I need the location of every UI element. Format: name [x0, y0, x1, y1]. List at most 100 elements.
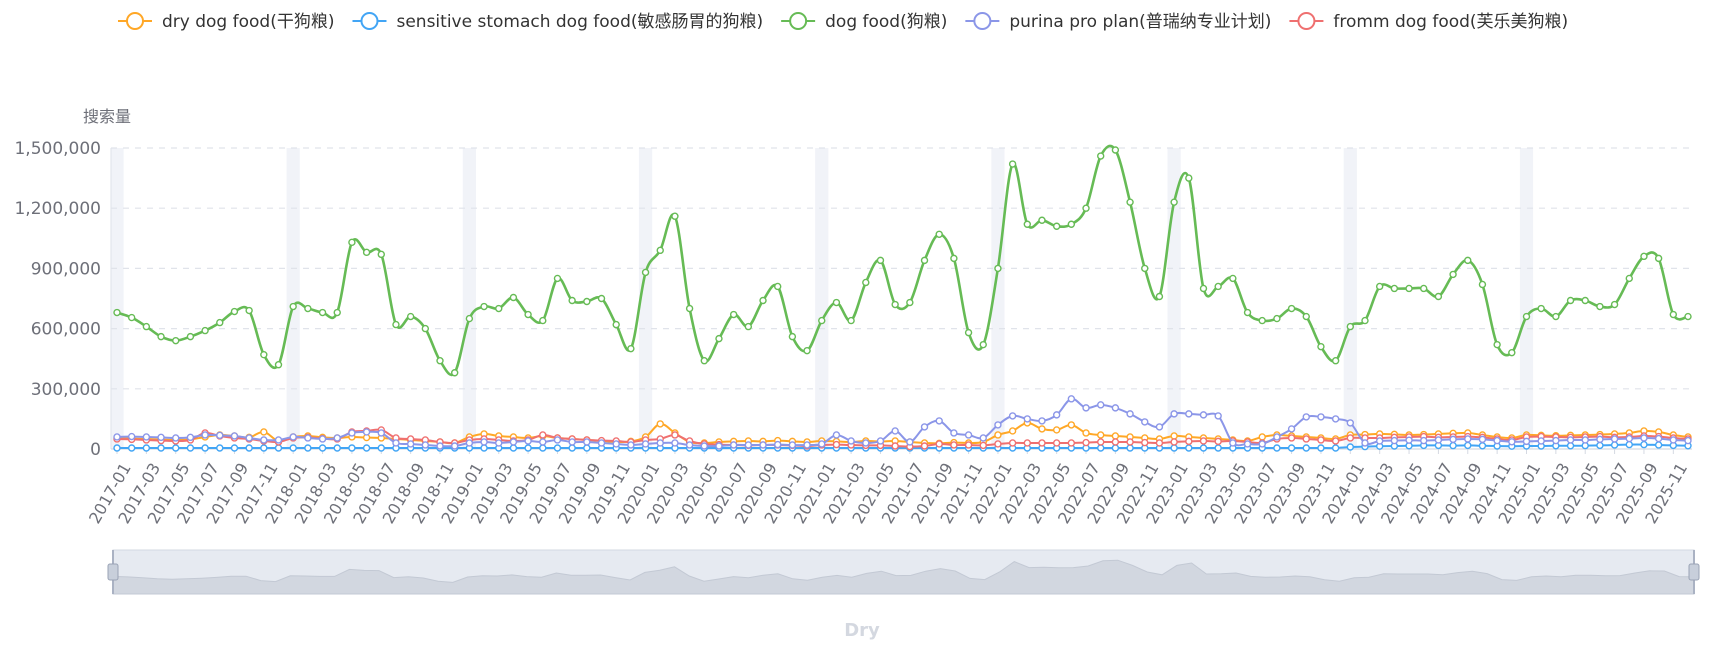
data-point[interactable] [1008, 412, 1017, 420]
data-point[interactable] [480, 438, 488, 446]
data-point[interactable] [421, 441, 430, 449]
data-point[interactable] [172, 444, 180, 452]
data-point[interactable] [157, 433, 165, 442]
data-point[interactable] [1552, 436, 1560, 445]
data-point[interactable] [406, 312, 415, 321]
data-point[interactable] [230, 432, 239, 440]
data-point[interactable] [1214, 282, 1222, 291]
data-point[interactable] [157, 332, 165, 341]
data-point[interactable] [465, 439, 474, 447]
data-point[interactable] [172, 434, 180, 442]
data-point[interactable] [920, 442, 929, 450]
data-point[interactable] [274, 436, 283, 444]
data-point[interactable] [994, 264, 1002, 273]
data-point[interactable] [847, 316, 855, 325]
data-point[interactable] [1375, 437, 1384, 445]
data-point[interactable] [1023, 439, 1031, 447]
data-point[interactable] [774, 282, 782, 291]
data-point[interactable] [377, 444, 385, 452]
data-point[interactable] [1684, 312, 1692, 321]
data-point[interactable] [583, 297, 591, 306]
data-point[interactable] [818, 316, 826, 325]
data-point[interactable] [1596, 441, 1604, 450]
data-point[interactable] [1111, 444, 1120, 452]
data-point[interactable] [1052, 439, 1061, 447]
data-point[interactable] [964, 431, 973, 439]
data-point[interactable] [656, 439, 664, 447]
data-point[interactable] [539, 316, 547, 325]
data-point[interactable] [1170, 198, 1178, 206]
data-point[interactable] [186, 332, 195, 341]
data-point[interactable] [788, 332, 797, 341]
data-point[interactable] [1596, 302, 1604, 311]
data-point[interactable] [348, 444, 356, 452]
data-point[interactable] [1302, 444, 1310, 452]
data-point[interactable] [1258, 316, 1266, 325]
data-point[interactable] [1317, 342, 1325, 351]
data-point[interactable] [744, 322, 753, 331]
data-point[interactable] [1420, 284, 1428, 293]
data-zoom-slider[interactable] [107, 549, 1700, 595]
data-point[interactable] [1008, 160, 1017, 168]
data-point[interactable] [1067, 421, 1076, 429]
data-point[interactable] [1008, 439, 1017, 447]
data-point[interactable] [186, 444, 195, 452]
data-point[interactable] [1331, 444, 1340, 452]
data-point[interactable] [1552, 312, 1560, 321]
data-point[interactable] [1008, 427, 1017, 435]
data-point[interactable] [1155, 439, 1164, 447]
data-point[interactable] [1361, 439, 1369, 447]
data-point[interactable] [1023, 220, 1031, 228]
data-point[interactable] [1097, 401, 1105, 409]
data-point[interactable] [230, 444, 239, 452]
data-point[interactable] [142, 433, 151, 441]
data-point[interactable] [1155, 423, 1164, 431]
data-point[interactable] [524, 310, 532, 319]
data-point[interactable] [1097, 152, 1105, 160]
data-point[interactable] [1097, 438, 1105, 446]
data-point[interactable] [1420, 436, 1428, 445]
data-point[interactable] [1390, 284, 1399, 293]
data-point[interactable] [1610, 441, 1619, 449]
data-point[interactable] [671, 212, 679, 220]
data-point[interactable] [1566, 296, 1575, 305]
data-point[interactable] [1331, 415, 1340, 423]
data-point[interactable] [1640, 440, 1648, 449]
data-point[interactable] [480, 444, 488, 452]
data-point[interactable] [994, 440, 1002, 448]
data-point[interactable] [1038, 439, 1046, 447]
data-point[interactable] [759, 296, 767, 305]
data-point[interactable] [641, 440, 650, 448]
data-point[interactable] [362, 248, 371, 257]
zoom-handle-left[interactable] [107, 563, 119, 581]
data-point[interactable] [480, 302, 488, 311]
data-point[interactable] [1346, 434, 1355, 442]
data-point[interactable] [1449, 435, 1457, 444]
data-point[interactable] [583, 444, 591, 452]
data-point[interactable] [450, 369, 459, 377]
data-point[interactable] [1464, 435, 1472, 443]
data-point[interactable] [920, 256, 929, 265]
data-point[interactable] [979, 441, 987, 450]
data-point[interactable] [715, 442, 723, 450]
data-point[interactable] [1625, 434, 1633, 443]
data-point[interactable] [377, 250, 385, 259]
data-point[interactable] [1082, 429, 1090, 437]
data-point[interactable] [994, 421, 1002, 429]
data-point[interactable] [1199, 411, 1208, 419]
data-point[interactable] [1625, 274, 1633, 283]
data-point[interactable] [289, 302, 297, 311]
legend-item[interactable]: purina pro plan(普瑞纳专业计划) [965, 12, 1271, 32]
data-point[interactable] [1331, 357, 1340, 365]
data-point[interactable] [729, 441, 738, 449]
data-point[interactable] [509, 293, 518, 302]
data-point[interactable] [1478, 442, 1487, 450]
data-point[interactable] [1038, 425, 1046, 433]
data-point[interactable] [304, 444, 312, 452]
data-point[interactable] [1229, 439, 1237, 447]
data-point[interactable] [1361, 316, 1369, 325]
data-point[interactable] [274, 361, 283, 369]
data-point[interactable] [127, 432, 136, 441]
data-point[interactable] [377, 429, 385, 437]
data-point[interactable] [1111, 438, 1120, 446]
